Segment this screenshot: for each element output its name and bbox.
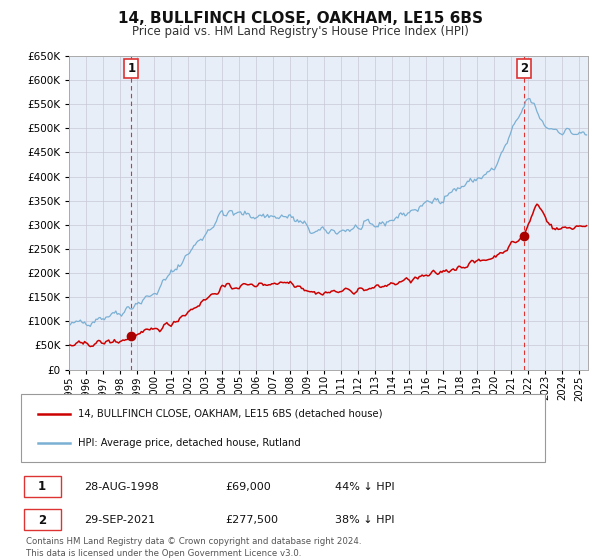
Text: 14, BULLFINCH CLOSE, OAKHAM, LE15 6BS: 14, BULLFINCH CLOSE, OAKHAM, LE15 6BS <box>118 11 482 26</box>
Text: 2: 2 <box>520 62 528 75</box>
FancyBboxPatch shape <box>23 476 61 497</box>
Text: HPI: Average price, detached house, Rutland: HPI: Average price, detached house, Rutl… <box>78 438 301 448</box>
Text: Contains HM Land Registry data © Crown copyright and database right 2024.: Contains HM Land Registry data © Crown c… <box>26 537 362 546</box>
Text: 1: 1 <box>38 480 46 493</box>
Text: 44% ↓ HPI: 44% ↓ HPI <box>335 482 394 492</box>
Text: 29-SEP-2021: 29-SEP-2021 <box>84 515 155 525</box>
Text: 1: 1 <box>127 62 136 75</box>
Text: 38% ↓ HPI: 38% ↓ HPI <box>335 515 394 525</box>
FancyBboxPatch shape <box>23 509 61 530</box>
Text: 28-AUG-1998: 28-AUG-1998 <box>84 482 159 492</box>
Text: 14, BULLFINCH CLOSE, OAKHAM, LE15 6BS (detached house): 14, BULLFINCH CLOSE, OAKHAM, LE15 6BS (d… <box>78 409 383 419</box>
Text: This data is licensed under the Open Government Licence v3.0.: This data is licensed under the Open Gov… <box>26 549 302 558</box>
Text: £69,000: £69,000 <box>225 482 271 492</box>
Text: £277,500: £277,500 <box>225 515 278 525</box>
Text: 2: 2 <box>38 514 46 526</box>
FancyBboxPatch shape <box>20 394 545 462</box>
Text: Price paid vs. HM Land Registry's House Price Index (HPI): Price paid vs. HM Land Registry's House … <box>131 25 469 38</box>
